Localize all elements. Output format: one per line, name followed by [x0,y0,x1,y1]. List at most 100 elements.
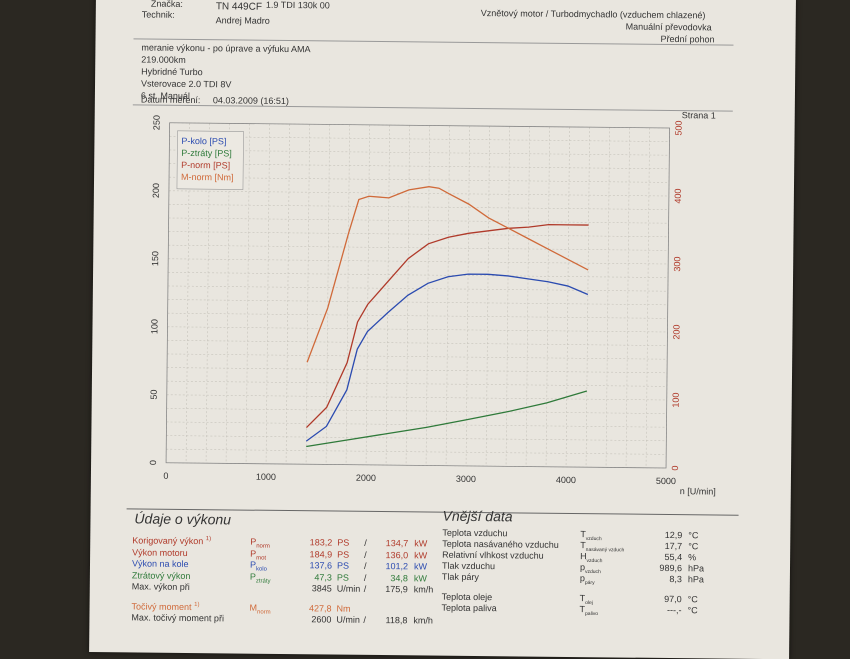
grid-line-horizontal [169,164,669,169]
ext-value: 8,3 [642,574,682,584]
x-tick-label: 1000 [256,472,276,482]
dyno-printout-sheet: Značka: 1.9 TDI 130k 00 TN 449CF Technik… [89,0,796,659]
grid-line-horizontal [169,177,669,182]
perf-symbol: Mnorm [249,602,270,615]
perf-value-2: 175,9 [372,584,408,594]
ext-unit: °C [688,605,698,615]
x-tick-label: 0 [163,471,168,481]
perf-unit-1: PS [337,549,349,559]
legend-entry: P-norm [PS] [181,160,230,171]
technician-label: Technik: [142,9,175,20]
ext-value: ---,- [642,605,682,615]
engine-type: Vznětový motor / Turbodmychadlo (vzduche… [481,8,706,21]
perf-value-1: 3845 [292,583,332,593]
y-left-tick-label: 100 [149,319,159,334]
perf-label: Korigovaný výkon 1) [132,535,211,546]
grid-line-horizontal [168,300,668,305]
grid-line-horizontal [168,313,668,318]
perf-value-1: 2600 [291,614,331,624]
notes-line-1: meranie výkonu - po úprave a výfuku AMA [141,42,310,55]
perf-unit-2: kW [414,561,427,571]
ext-value: 17,7 [642,541,682,551]
grid-line-vertical [366,125,370,465]
perf-value-2: 118,8 [371,615,407,625]
grid-line-horizontal [167,368,667,373]
grid-line-horizontal [168,245,668,250]
ext-symbol: ppáry [580,573,595,586]
ext-value: 55,4 [642,552,682,562]
perf-value-2: 134,7 [372,538,408,548]
ext-label: Teplota paliva [442,603,497,614]
plate-number: TN 449CF [216,1,262,12]
ext-unit: % [688,552,696,562]
legend-entry: P-ztráty [PS] [181,148,232,159]
perf-label: Max. točivý moment při [131,612,224,623]
brand-label: Značka: [151,0,183,10]
notes-line-3: Hybridné Turbo [141,66,203,78]
grid-line-vertical [586,127,590,467]
x-tick-label: 2000 [356,473,376,483]
perf-value-1: 137,6 [292,560,332,570]
grid-line-horizontal [167,327,667,332]
ext-label: Tlak vzduchu [442,561,495,572]
notes-line-2: 219.000km [141,54,186,65]
grid-line-vertical [606,127,610,467]
perf-unit-2: km/h [413,615,433,625]
date-label: Datum měření: [141,94,201,106]
grid-line-vertical [566,127,570,467]
grid-line-horizontal [167,381,667,386]
ext-label: Teplota vzduchu [442,528,507,539]
grid-line-vertical [466,126,470,466]
perf-unit-1: Nm [337,603,351,613]
grid-line-vertical [306,124,310,464]
grid-line-vertical [426,126,430,466]
grid-line-horizontal [167,354,667,359]
x-tick-label: 3000 [456,474,476,484]
x-tick-label: 5000 [656,476,676,486]
perf-unit-1: U/min [337,584,361,594]
grid-line-vertical [326,124,330,464]
measurement-date: 04.03.2009 (16:51) [213,95,289,107]
ext-label: Teplota nasávaného vzduchu [442,539,559,550]
grid-line-horizontal [168,272,668,277]
perf-unit-1: PS [337,572,349,582]
notes-line-4: Vsterovace 2.0 TDI 8V [141,78,232,90]
perf-unit-2: kW [414,538,427,548]
grid-line-vertical [646,128,650,468]
grid-line-vertical [626,128,630,468]
grid-line-horizontal [169,218,669,223]
ext-unit: hPa [688,563,704,573]
grid-line-vertical [526,127,530,467]
perf-value-1: 184,9 [292,549,332,559]
grid-line-horizontal [169,204,669,209]
gearbox-type: Manuální převodovka [626,22,712,34]
perf-value-1: 427,8 [292,603,332,613]
perf-unit-1: PS [337,538,349,548]
grid-line-horizontal [168,232,668,237]
grid-line-horizontal [167,408,667,413]
x-axis-label: n [U/min] [680,486,716,496]
grid-line-vertical [506,126,510,466]
model-fragment: 1.9 TDI 130k 00 [266,0,330,11]
ext-unit: hPa [688,574,704,584]
perf-label: Ztrátový výkon [132,570,191,581]
y-right-tick-label: 200 [671,325,681,340]
grid-line-horizontal [169,191,669,196]
grid-line-vertical [446,126,450,466]
perf-label: Max. výkon při [132,581,190,592]
y-left-tick-label: 0 [148,460,158,465]
technician-name: Andrej Madro [216,15,270,27]
ext-label: Tlak páry [442,572,479,582]
perf-label: Výkon motoru [132,547,188,558]
y-left-tick-label: 200 [151,183,161,198]
ext-value: 97,0 [642,594,682,604]
legend-entry: P-kolo [PS] [181,136,226,146]
ext-unit: °C [688,530,698,540]
grid-line-horizontal [167,422,667,427]
y-right-tick-label: 400 [673,189,683,204]
legend-entry: M-norm [Nm] [181,172,234,183]
perf-value-2: 34,8 [372,572,408,582]
y-right-tick-label: 500 [674,121,684,136]
perf-unit-1: U/min [336,615,360,625]
x-tick-label: 4000 [556,475,576,485]
